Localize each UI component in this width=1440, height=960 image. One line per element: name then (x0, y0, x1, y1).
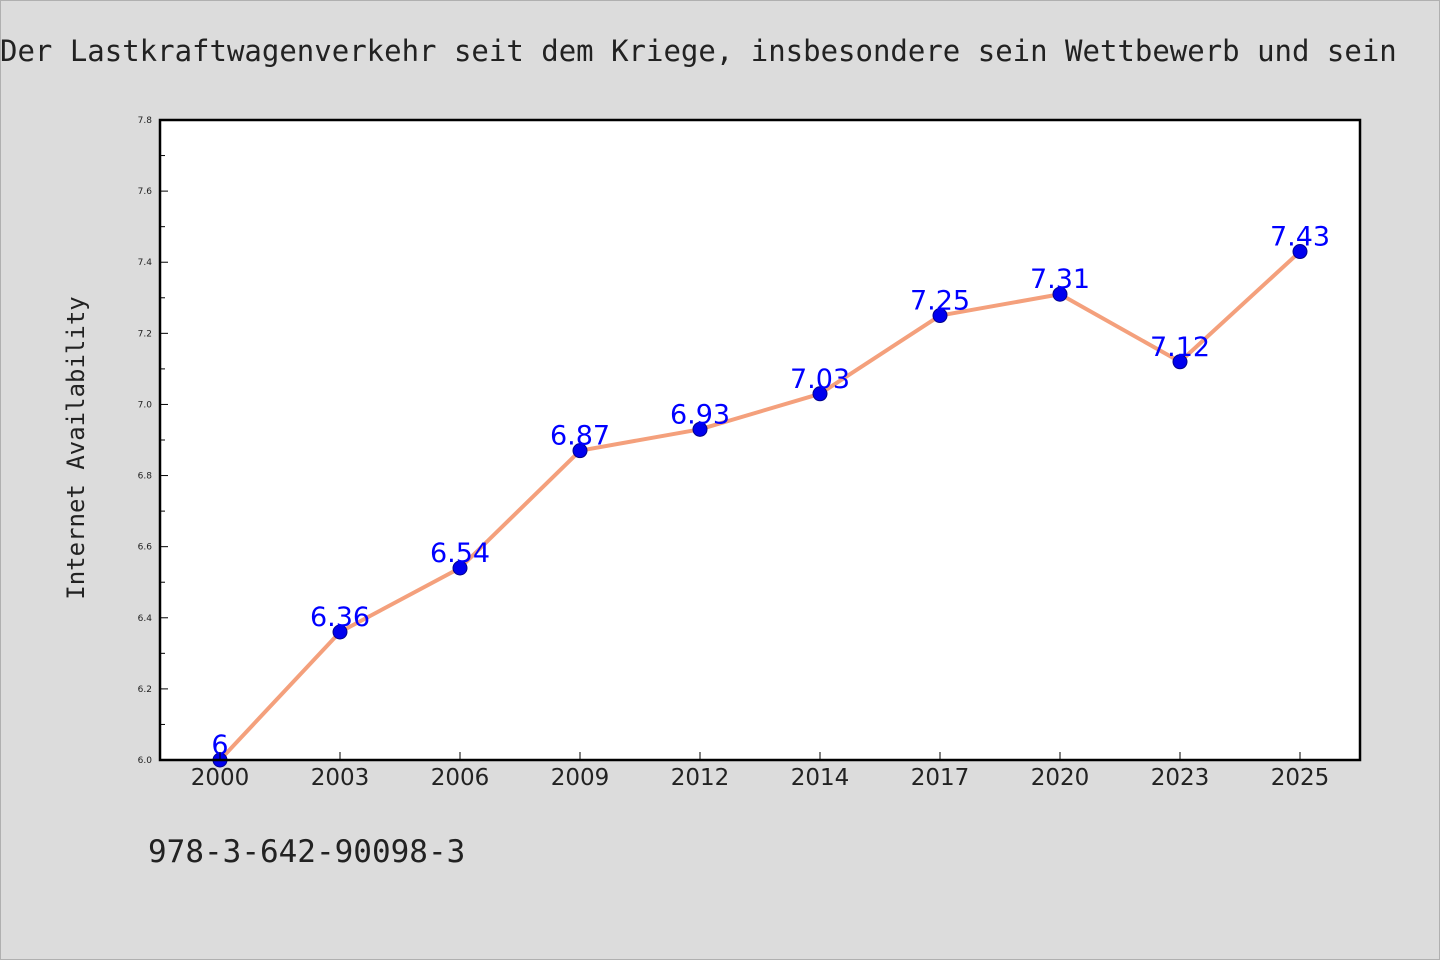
data-label: 6.36 (310, 602, 370, 633)
data-labels-group: 6 6.36 6.54 6.87 6.93 7.03 7.25 7.31 7.12 7.43 (211, 222, 1330, 761)
y-tick-label: 7.4 (138, 258, 153, 268)
series-line (218, 249, 1302, 762)
x-tick-label: 2023 (1151, 765, 1210, 791)
x-tick-label: 2014 (791, 765, 850, 791)
x-tick-label: 2020 (1031, 765, 1090, 791)
y-tick-label: 7.0 (138, 400, 153, 410)
x-axis: 2000 2003 2006 2009 2012 2014 2017 2020 2023 2025 (191, 752, 1330, 791)
y-tick-label: 7.2 (138, 329, 152, 339)
x-tick-label: 2012 (671, 765, 730, 791)
x-tick-label: 2006 (431, 765, 490, 791)
data-label: 6.54 (430, 538, 490, 569)
data-label: 7.25 (910, 286, 970, 317)
y-tick-label: 6.6 (138, 543, 153, 553)
y-tick-label: 7.8 (138, 116, 153, 126)
data-point (1172, 354, 1188, 370)
data-point (572, 443, 588, 459)
y-tick-label: 7.6 (138, 187, 153, 197)
x-tick-label: 2025 (1271, 765, 1330, 791)
x-tick-label: 2000 (191, 765, 250, 791)
data-label: 7.43 (1270, 222, 1330, 253)
data-label: 7.31 (1030, 264, 1090, 295)
series-line-group (218, 249, 1302, 762)
y-tick-label: 6.4 (138, 614, 153, 624)
x-tick-label: 2017 (911, 765, 970, 791)
footer-code: 978-3-642-90098-3 (148, 834, 466, 870)
data-label: 7.03 (790, 364, 850, 395)
y-tick-label: 6.0 (138, 756, 153, 766)
plot-area (160, 120, 1360, 760)
y-tick-label: 6.2 (138, 685, 152, 695)
x-tick-label: 2003 (311, 765, 370, 791)
data-label: 7.12 (1150, 332, 1210, 363)
data-label: 6.87 (550, 421, 610, 452)
data-point (1292, 244, 1308, 260)
data-point (932, 308, 948, 324)
data-point (692, 421, 708, 437)
y-axis-label: Internet Availability (62, 296, 90, 599)
markers-group (212, 244, 1308, 768)
y-axis: 6.0 6.2 6.4 6.6 6.8 7.0 7.2 7.4 7.6 7.8 (138, 116, 168, 766)
data-point (332, 624, 348, 640)
data-point (1052, 286, 1068, 302)
data-point (452, 560, 468, 576)
data-label: 6.93 (670, 399, 730, 430)
y-tick-label: 6.8 (138, 472, 153, 482)
data-point (812, 386, 828, 402)
data-label: 6 (211, 730, 228, 761)
x-tick-label: 2009 (551, 765, 610, 791)
chart-title: Der Lastkraftwagenverkehr seit dem Krieg… (0, 34, 1397, 68)
